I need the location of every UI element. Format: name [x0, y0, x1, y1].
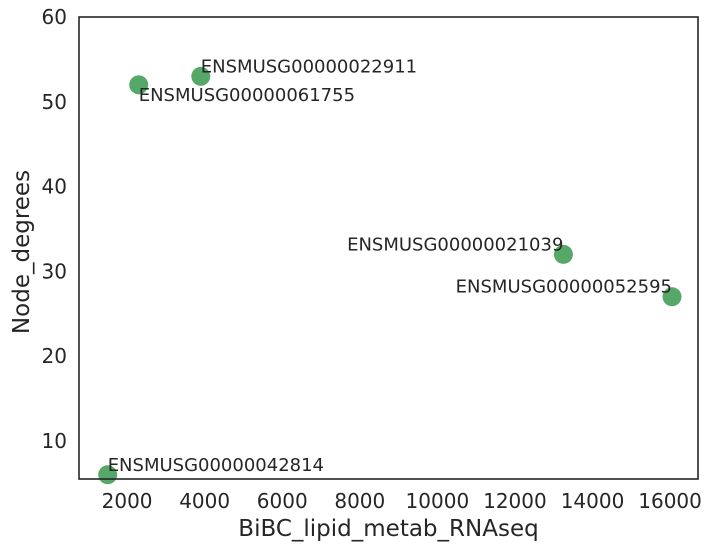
- x-tick-labels: 2000 4000 6000 8000 10000 12000 14000 16000: [102, 489, 702, 513]
- point-label: ENSMUSG00000052595: [456, 277, 672, 298]
- point-label: ENSMUSG00000022911: [201, 56, 417, 77]
- data-point: [553, 244, 573, 264]
- y-tick-label: 50: [42, 90, 67, 114]
- y-tick-label: 20: [42, 344, 67, 368]
- point-label: ENSMUSG00000042814: [108, 455, 324, 476]
- x-tick-label: 6000: [257, 489, 308, 513]
- point-label: ENSMUSG00000021039: [347, 234, 563, 255]
- point-labels-layer: ENSMUSG00000022911 ENSMUSG00000061755 ENSM…: [108, 56, 672, 475]
- plot-background: [79, 17, 698, 479]
- data-point: [662, 287, 682, 307]
- y-tick-label: 40: [42, 175, 67, 199]
- x-tick-label: 4000: [179, 489, 230, 513]
- plot-frame: [78, 16, 699, 480]
- x-tick-label: 12000: [483, 489, 547, 513]
- y-tick-labels: 10 20 30 40 50 60: [42, 5, 67, 453]
- y-tick-label: 60: [42, 5, 67, 29]
- y-tick-label: 10: [42, 429, 67, 453]
- point-label: ENSMUSG00000061755: [139, 85, 355, 106]
- y-tick-label: 30: [42, 259, 67, 283]
- data-point: [191, 66, 211, 86]
- x-axis-label: BiBC_lipid_metab_RNAseq: [238, 516, 538, 542]
- x-tick-label: 16000: [638, 489, 702, 513]
- y-axis-label: Node_degrees: [9, 170, 35, 334]
- x-tick-label: 14000: [561, 489, 625, 513]
- data-point: [129, 75, 149, 95]
- x-tick-label: 2000: [102, 489, 153, 513]
- x-tick-label: 10000: [406, 489, 470, 513]
- x-tick-label: 8000: [334, 489, 385, 513]
